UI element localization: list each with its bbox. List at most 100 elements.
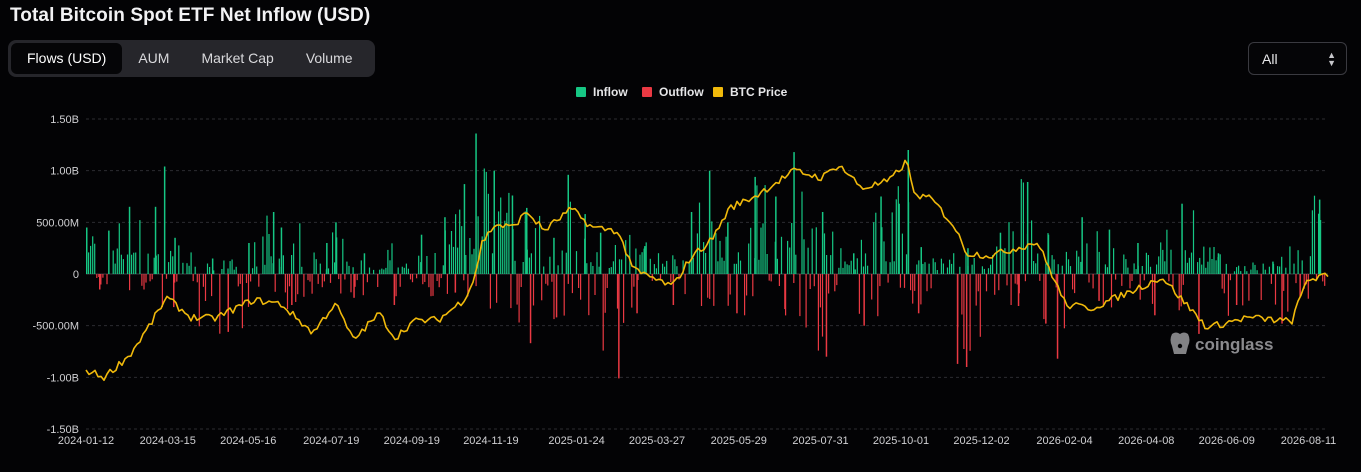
outflow-bar[interactable]	[930, 274, 932, 289]
inflow-bar[interactable]	[592, 266, 594, 274]
outflow-bar[interactable]	[1017, 274, 1020, 306]
inflow-bar[interactable]	[860, 239, 862, 274]
outflow-bar[interactable]	[1242, 274, 1244, 306]
inflow-bar[interactable]	[528, 257, 530, 274]
inflow-bar[interactable]	[1047, 234, 1050, 274]
inflow-bar[interactable]	[838, 267, 840, 274]
outflow-bar[interactable]	[1274, 274, 1277, 305]
outflow-bar[interactable]	[965, 274, 968, 367]
inflow-bar[interactable]	[1188, 257, 1190, 274]
inflow-bar[interactable]	[534, 228, 537, 274]
outflow-bar[interactable]	[100, 274, 102, 285]
outflow-bar[interactable]	[1006, 274, 1008, 286]
inflow-bar[interactable]	[830, 255, 832, 274]
inflow-bar[interactable]	[493, 170, 496, 274]
inflow-bar[interactable]	[407, 268, 409, 274]
inflow-bar[interactable]	[1127, 267, 1129, 274]
inflow-bar[interactable]	[754, 176, 756, 274]
inflow-bar[interactable]	[262, 236, 264, 275]
inflow-bar[interactable]	[332, 232, 334, 274]
outflow-bar[interactable]	[411, 274, 414, 283]
inflow-bar[interactable]	[1156, 264, 1158, 275]
inflow-bar[interactable]	[610, 267, 612, 274]
outflow-bar[interactable]	[409, 274, 412, 280]
inflow-bar[interactable]	[405, 263, 407, 274]
inflow-bar[interactable]	[1096, 231, 1098, 274]
outflow-bar[interactable]	[799, 274, 801, 317]
outflow-bar[interactable]	[1281, 274, 1283, 324]
inflow-bar[interactable]	[719, 240, 721, 274]
outflow-bar[interactable]	[1098, 274, 1100, 301]
legend-swatch-outflow[interactable]	[642, 87, 652, 97]
outflow-bar[interactable]	[877, 274, 879, 317]
outflow-bar[interactable]	[307, 274, 309, 281]
inflow-bar[interactable]	[565, 252, 567, 274]
inflow-bar[interactable]	[973, 258, 975, 274]
outflow-bar[interactable]	[631, 274, 633, 308]
legend-swatch-inflow[interactable]	[576, 87, 586, 97]
inflow-bar[interactable]	[942, 263, 944, 275]
outflow-bar[interactable]	[985, 274, 988, 292]
inflow-bar[interactable]	[235, 266, 237, 274]
outflow-bar[interactable]	[227, 274, 230, 332]
inflow-bar[interactable]	[471, 254, 473, 274]
inflow-bar[interactable]	[737, 252, 739, 274]
inflow-bar[interactable]	[352, 267, 354, 274]
inflow-bar[interactable]	[526, 207, 528, 274]
inflow-bar[interactable]	[854, 269, 856, 274]
outflow-bar[interactable]	[393, 274, 396, 305]
inflow-bar[interactable]	[118, 223, 120, 274]
outflow-bar[interactable]	[836, 274, 838, 286]
inflow-bar[interactable]	[705, 253, 707, 274]
inflow-bar[interactable]	[190, 252, 192, 274]
inflow-bar[interactable]	[1318, 199, 1321, 274]
inflow-bar[interactable]	[1190, 252, 1193, 274]
inflow-bar[interactable]	[120, 254, 122, 274]
outflow-bar[interactable]	[1010, 274, 1012, 305]
outflow-bar[interactable]	[604, 274, 606, 313]
inflow-bar[interactable]	[758, 259, 760, 274]
inflow-bar[interactable]	[1285, 267, 1287, 274]
inflow-bar[interactable]	[750, 227, 752, 274]
inflow-bar[interactable]	[723, 260, 725, 274]
inflow-bar[interactable]	[653, 264, 655, 274]
inflow-bar[interactable]	[487, 193, 489, 274]
outflow-bar[interactable]	[580, 274, 582, 300]
inflow-bar[interactable]	[922, 263, 924, 274]
inflow-bar[interactable]	[1135, 269, 1137, 274]
inflow-bar[interactable]	[1108, 229, 1111, 274]
inflow-bar[interactable]	[131, 254, 133, 274]
outflow-bar[interactable]	[672, 274, 675, 305]
inflow-bar[interactable]	[248, 243, 250, 274]
outflow-bar[interactable]	[817, 274, 819, 351]
inflow-bar[interactable]	[715, 233, 717, 274]
inflow-bar[interactable]	[368, 267, 371, 275]
inflow-bar[interactable]	[379, 269, 381, 274]
outflow-bar[interactable]	[887, 274, 889, 283]
inflow-bar[interactable]	[401, 266, 403, 274]
inflow-bar[interactable]	[252, 268, 254, 274]
outflow-bar[interactable]	[1315, 274, 1318, 281]
inflow-bar[interactable]	[301, 266, 303, 274]
inflow-bar[interactable]	[1320, 220, 1322, 274]
inflow-bar[interactable]	[514, 260, 516, 274]
inflow-bar[interactable]	[1033, 261, 1035, 274]
inflow-bar[interactable]	[717, 261, 719, 274]
inflow-bar[interactable]	[420, 262, 422, 274]
inflow-bar[interactable]	[739, 260, 742, 274]
inflow-bar[interactable]	[1053, 259, 1055, 274]
inflow-bar[interactable]	[1098, 251, 1100, 274]
inflow-bar[interactable]	[491, 253, 494, 274]
inflow-bar[interactable]	[918, 260, 920, 274]
outflow-bar[interactable]	[863, 274, 865, 326]
inflow-bar[interactable]	[147, 253, 149, 274]
inflow-bar[interactable]	[664, 266, 666, 274]
inflow-bar[interactable]	[1262, 263, 1264, 274]
outflow-bar[interactable]	[1299, 274, 1301, 297]
outflow-bar[interactable]	[161, 274, 163, 308]
inflow-bar[interactable]	[1164, 261, 1166, 274]
inflow-bar[interactable]	[1207, 261, 1209, 274]
inflow-bar[interactable]	[1254, 264, 1256, 274]
outflow-bar[interactable]	[356, 274, 358, 281]
outflow-bar[interactable]	[1092, 274, 1094, 289]
